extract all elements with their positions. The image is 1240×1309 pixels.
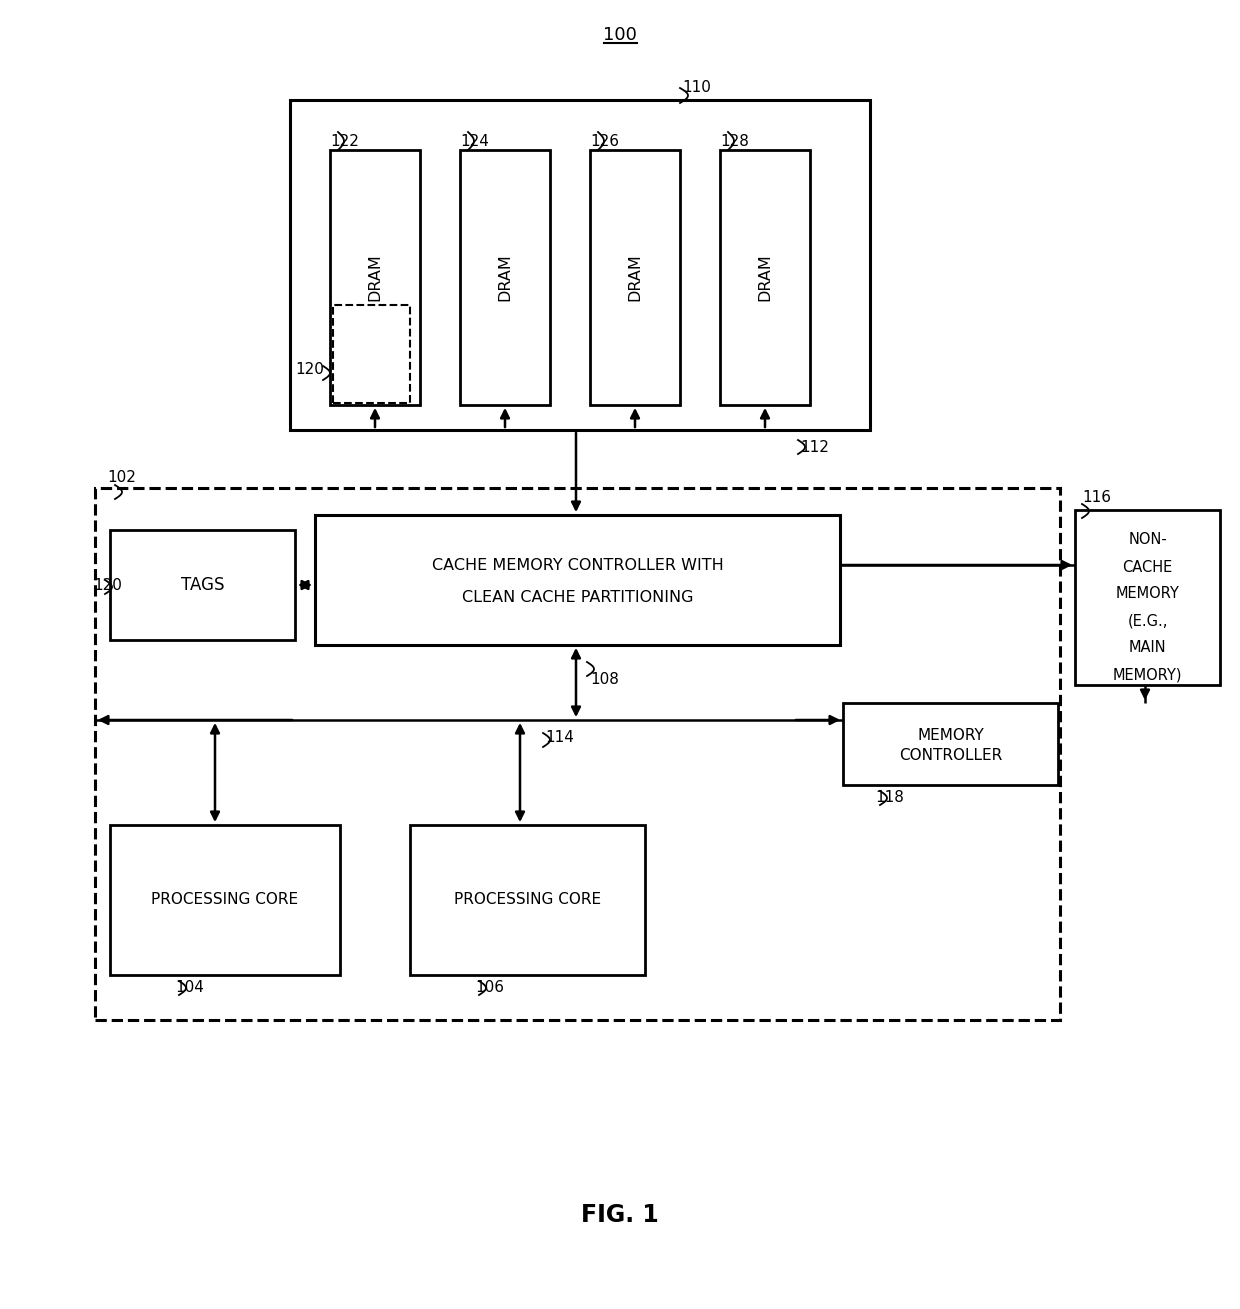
Text: DRAM: DRAM — [367, 254, 382, 301]
Text: 100: 100 — [603, 26, 637, 45]
Text: 110: 110 — [682, 80, 711, 96]
Text: MEMORY): MEMORY) — [1112, 668, 1182, 682]
Bar — [590, 151, 680, 404]
Text: 126: 126 — [590, 135, 619, 149]
Text: CONTROLLER: CONTROLLER — [899, 749, 1002, 763]
Bar — [720, 151, 810, 404]
Bar — [110, 530, 295, 640]
Bar — [843, 703, 1058, 785]
Text: 112: 112 — [800, 441, 828, 456]
Text: FIG. 1: FIG. 1 — [582, 1203, 658, 1227]
Text: 108: 108 — [590, 673, 619, 687]
Text: DRAM: DRAM — [497, 254, 512, 301]
Text: 128: 128 — [720, 135, 749, 149]
Text: 122: 122 — [330, 135, 358, 149]
Bar — [290, 99, 870, 429]
Text: MEMORY: MEMORY — [1116, 586, 1179, 602]
Text: (E.G.,: (E.G., — [1127, 614, 1168, 628]
Bar — [460, 151, 551, 404]
Text: 124: 124 — [460, 135, 489, 149]
Text: PROCESSING CORE: PROCESSING CORE — [151, 893, 299, 907]
Text: TAGS: TAGS — [181, 576, 224, 594]
Text: DRAM: DRAM — [758, 254, 773, 301]
Text: PROCESSING CORE: PROCESSING CORE — [454, 893, 601, 907]
Bar — [110, 825, 340, 975]
Text: 102: 102 — [107, 470, 136, 484]
Text: DRAM: DRAM — [627, 254, 642, 301]
Bar — [1075, 511, 1220, 685]
Text: 120: 120 — [295, 363, 324, 377]
Text: CACHE MEMORY CONTROLLER WITH: CACHE MEMORY CONTROLLER WITH — [432, 559, 723, 573]
Bar — [315, 514, 839, 645]
Bar — [95, 488, 1060, 1020]
Text: 114: 114 — [546, 730, 574, 746]
Text: 104: 104 — [175, 979, 203, 995]
Text: CACHE: CACHE — [1122, 559, 1173, 575]
Text: NON-: NON- — [1128, 533, 1167, 547]
Text: 120: 120 — [93, 577, 122, 593]
Text: MEMORY: MEMORY — [918, 729, 983, 744]
Text: CLEAN CACHE PARTITIONING: CLEAN CACHE PARTITIONING — [461, 589, 693, 605]
Bar — [330, 151, 420, 404]
Text: 106: 106 — [475, 979, 503, 995]
Text: 116: 116 — [1083, 491, 1111, 505]
Bar — [410, 825, 645, 975]
Text: 118: 118 — [875, 789, 904, 805]
Text: MAIN: MAIN — [1128, 640, 1167, 656]
Bar — [334, 305, 410, 403]
